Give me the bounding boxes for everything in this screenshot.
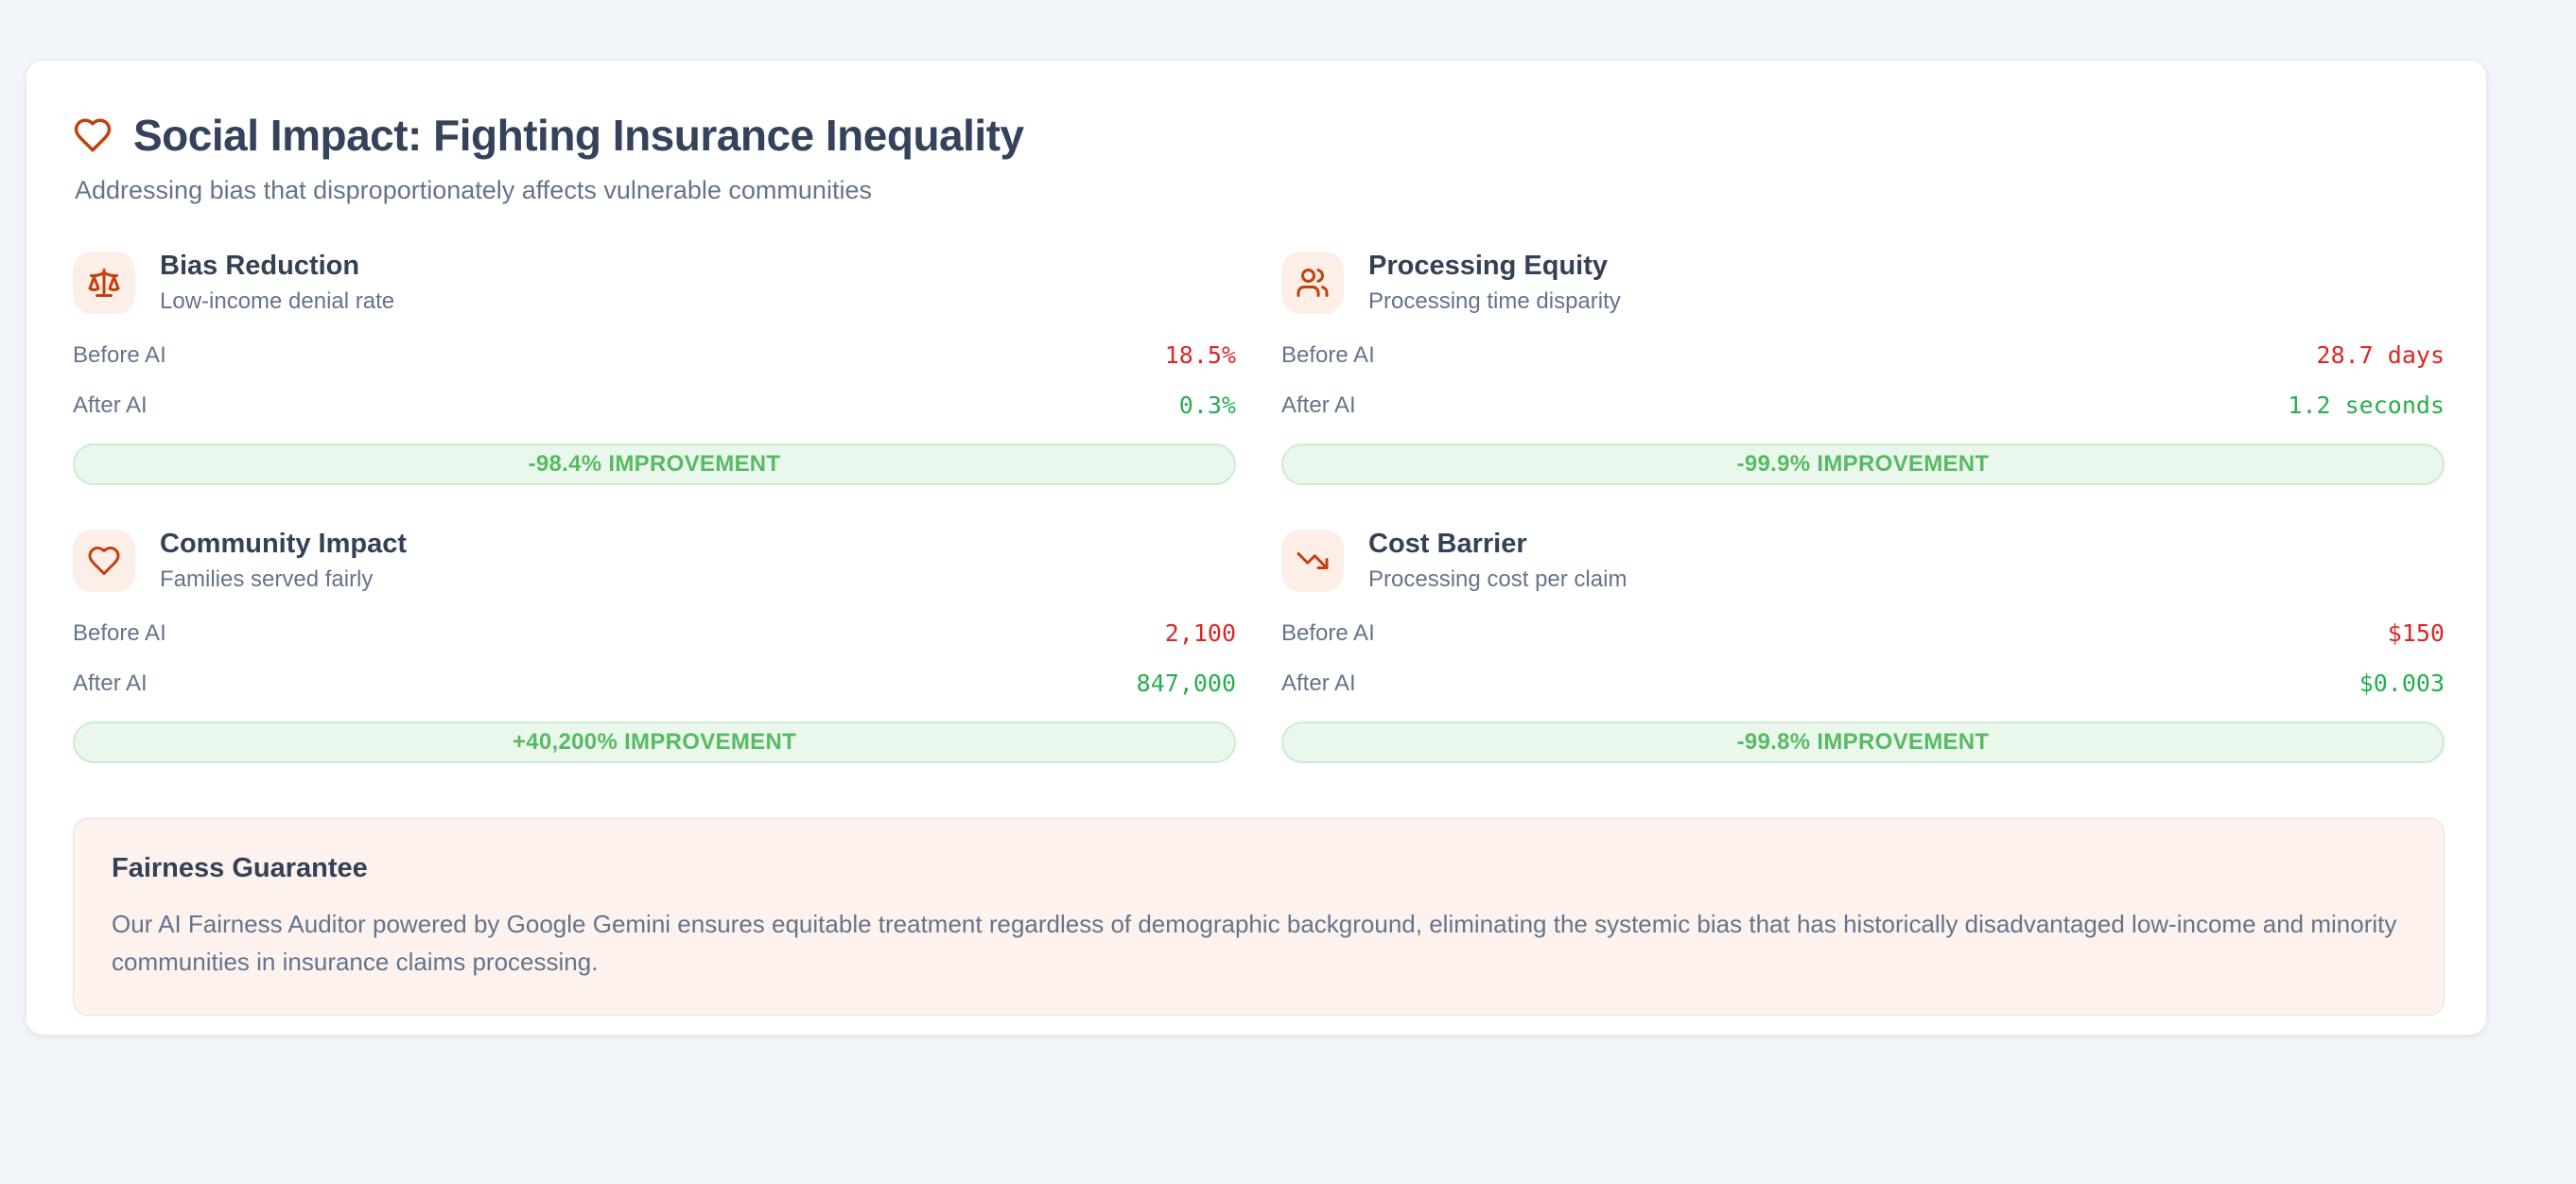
social-impact-card: Social Impact: Fighting Insurance Inequa… (26, 60, 2487, 1036)
metric-bias-reduction: Bias Reduction Low-income denial rate Be… (73, 251, 1236, 485)
improvement-badge: -99.9% IMPROVEMENT (1281, 444, 2445, 485)
after-ai-label: After AI (73, 670, 148, 696)
improvement-badge: -98.4% IMPROVEMENT (73, 444, 1236, 485)
metric-title: Processing Equity (1368, 251, 1609, 281)
metric-title: Cost Barrier (1368, 529, 1527, 559)
page-header: Social Impact: Fighting Insurance Inequa… (73, 110, 2445, 161)
metric-subtitle: Processing time disparity (1368, 288, 1621, 314)
heart-icon (88, 547, 120, 575)
metric-subtitle: Families served fairly (160, 566, 374, 592)
before-ai-value: $150 (2387, 619, 2445, 647)
icon-chip (1281, 252, 1344, 314)
after-ai-label: After AI (1281, 670, 1356, 696)
after-ai-row: After AI 847,000 (73, 658, 1236, 708)
before-ai-label: Before AI (1281, 619, 1375, 646)
before-ai-value: 18.5% (1164, 341, 1236, 369)
fairness-guarantee-box: Fairness Guarantee Our AI Fairness Audit… (73, 818, 2445, 1016)
after-ai-label: After AI (73, 392, 148, 418)
metrics-grid: Bias Reduction Low-income denial rate Be… (73, 251, 2445, 763)
metric-heading: Bias Reduction Low-income denial rate (160, 251, 394, 315)
fairness-body: Our AI Fairness Auditor powered by Googl… (112, 910, 2397, 976)
icon-chip (73, 530, 135, 592)
metric-cost-barrier: Cost Barrier Processing cost per claim B… (1281, 529, 2445, 763)
after-ai-value: 847,000 (1136, 670, 1236, 697)
before-ai-row: Before AI 28.7 days (1281, 330, 2445, 380)
metric-heading: Processing Equity Processing time dispar… (1368, 251, 1621, 315)
icon-chip (73, 252, 135, 314)
metric-header: Processing Equity Processing time dispar… (1281, 251, 2445, 315)
improvement-badge: +40,200% IMPROVEMENT (73, 722, 1236, 763)
before-ai-row: Before AI 2,100 (73, 608, 1236, 658)
icon-chip (1281, 530, 1344, 592)
metric-header: Cost Barrier Processing cost per claim (1281, 529, 2445, 593)
metric-header: Community Impact Families served fairly (73, 529, 1236, 593)
page-title: Social Impact: Fighting Insurance Inequa… (133, 111, 1024, 160)
metric-processing-equity: Processing Equity Processing time dispar… (1281, 251, 2445, 485)
trending-down-icon (1297, 552, 1329, 569)
metric-header: Bias Reduction Low-income denial rate (73, 251, 1236, 315)
after-ai-row: After AI 1.2 seconds (1281, 380, 2445, 430)
metric-title: Community Impact (160, 529, 408, 559)
metric-subtitle: Low-income denial rate (160, 288, 395, 314)
metric-community-impact: Community Impact Families served fairly … (73, 529, 1236, 763)
after-ai-value: 1.2 seconds (2288, 392, 2445, 419)
heart-icon (74, 118, 112, 152)
before-ai-value: 2,100 (1164, 619, 1236, 647)
before-ai-label: Before AI (1281, 341, 1375, 368)
before-ai-value: 28.7 days (2316, 341, 2445, 369)
after-ai-row: After AI $0.003 (1281, 658, 2445, 708)
metric-subtitle: Processing cost per claim (1368, 566, 1627, 592)
improvement-badge: -99.8% IMPROVEMENT (1281, 722, 2445, 763)
after-ai-value: $0.003 (2358, 670, 2445, 697)
after-ai-value: 0.3% (1178, 392, 1236, 419)
users-icon (1297, 269, 1329, 297)
before-ai-row: Before AI $150 (1281, 608, 2445, 658)
after-ai-row: After AI 0.3% (73, 380, 1236, 430)
before-ai-row: Before AI 18.5% (73, 330, 1236, 380)
after-ai-label: After AI (1281, 392, 1356, 418)
before-ai-label: Before AI (73, 341, 166, 368)
metric-title: Bias Reduction (160, 251, 360, 281)
metric-heading: Cost Barrier Processing cost per claim (1368, 529, 1627, 593)
metric-heading: Community Impact Families served fairly (160, 529, 407, 593)
page-subtitle: Addressing bias that disproportionately … (75, 176, 872, 204)
fairness-title: Fairness Guarantee (112, 853, 368, 883)
scale-icon (88, 269, 120, 297)
before-ai-label: Before AI (73, 619, 166, 646)
